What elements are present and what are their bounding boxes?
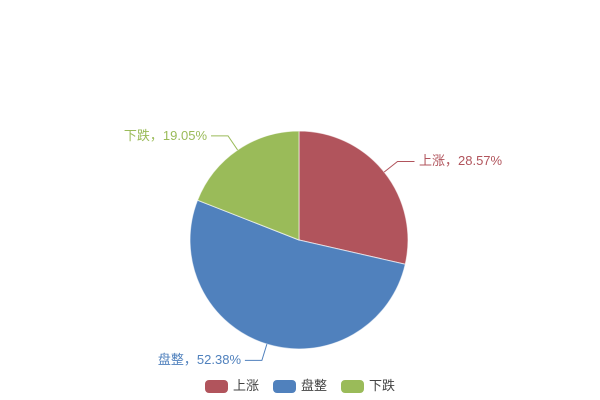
label-leader-fall [211,135,239,151]
label-leader-sideways [244,344,268,361]
legend: 上涨 盘整 下跌 [0,378,600,394]
legend-item-sideways[interactable]: 盘整 [272,378,327,394]
legend-item-rise[interactable]: 上涨 [204,378,259,394]
legend-swatch-rise [204,379,228,393]
data-label-sideways: 盘整，52.38% [157,352,241,367]
legend-item-fall[interactable]: 下跌 [341,378,395,394]
pie-slice-fall[interactable] [196,130,300,241]
legend-label-sideways: 盘整 [300,378,327,393]
label-leader-rise [383,160,415,173]
data-label-fall: 下跌，19.05% [123,128,207,143]
pie-slice-sideways[interactable] [189,199,406,350]
legend-swatch-sideways [272,379,296,393]
legend-label-rise: 上涨 [232,378,259,393]
pie-slice-rise[interactable] [298,130,409,265]
data-label-rise: 上涨，28.57% [419,153,503,168]
legend-label-fall: 下跌 [369,378,396,393]
legend-swatch-fall [341,379,364,393]
